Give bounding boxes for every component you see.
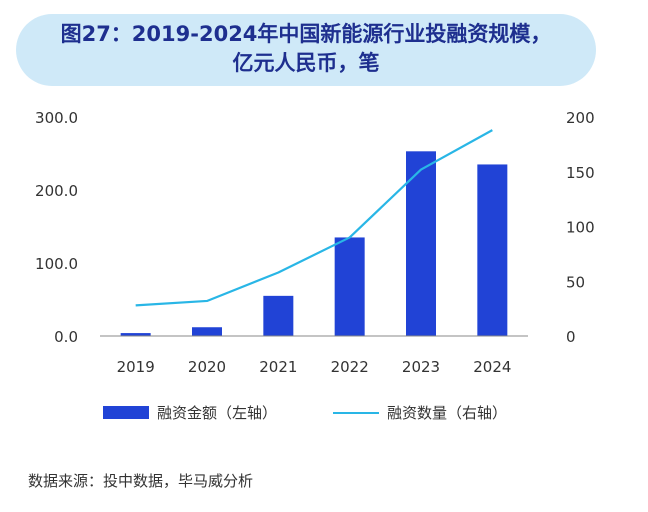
- bar-2023: [406, 151, 436, 336]
- x-tick-label: 2019: [117, 358, 155, 376]
- chart-title: 图27：2019-2024年中国新能源行业投融资规模， 亿元人民币，笔: [16, 20, 596, 78]
- x-tick-label: 2023: [402, 358, 440, 376]
- line-series: [135, 129, 493, 307]
- x-tick-label: 2020: [188, 358, 226, 376]
- legend-bar-label: 融资金额（左轴）: [157, 404, 278, 422]
- bar-2019: [120, 333, 151, 336]
- right-axis: 0 50 100 150 200: [566, 109, 595, 346]
- right-tick-label: 100: [566, 219, 595, 237]
- legend-item-line: 融资数量（右轴）: [333, 402, 507, 423]
- bar-2020: [192, 327, 222, 336]
- x-axis: 2019 2020 2021 2022 2023 2024: [117, 358, 512, 376]
- right-tick-label: 200: [566, 109, 595, 127]
- bar-2024: [477, 164, 508, 336]
- legend-line-swatch: [333, 411, 379, 414]
- chart-title-line1: 图27：2019-2024年中国新能源行业投融资规模，: [60, 22, 552, 46]
- right-tick-label: 150: [566, 164, 595, 182]
- x-tick-label: 2022: [331, 358, 369, 376]
- left-tick-label: 100.0: [35, 255, 78, 273]
- title-banner: [16, 14, 596, 86]
- legend-item-bar: 融资金额（左轴）: [103, 402, 277, 423]
- bar-series: [120, 151, 508, 336]
- x-tick-label: 2021: [259, 358, 297, 376]
- count-line: [135, 129, 493, 307]
- right-tick-label: 50: [566, 273, 585, 291]
- chart-title-line2: 亿元人民币，笔: [232, 51, 380, 75]
- left-tick-label: 200.0: [35, 182, 78, 200]
- source-note: 数据来源：投中数据，毕马威分析: [28, 472, 254, 490]
- legend-bar-swatch: [103, 406, 149, 419]
- left-axis: 0.0 100.0 200.0 300.0: [35, 109, 78, 346]
- left-tick-label: 300.0: [35, 109, 78, 127]
- right-tick-label: 0: [566, 328, 576, 346]
- legend: 融资金额（左轴） 融资数量（右轴）: [0, 402, 648, 426]
- chart-area: 0.0 100.0 200.0 300.0 0 50 100 150 200 2019 2020…: [35, 109, 595, 376]
- x-tick-label: 2024: [473, 358, 511, 376]
- bar-2022: [334, 237, 365, 336]
- left-tick-label: 0.0: [54, 328, 78, 346]
- bar-2021: [263, 295, 294, 336]
- legend-line-label: 融资数量（右轴）: [387, 404, 508, 422]
